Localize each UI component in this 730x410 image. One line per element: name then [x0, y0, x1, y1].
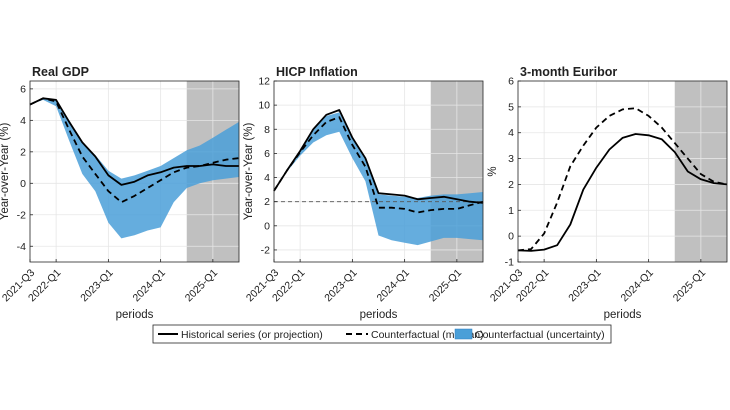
y-tick-label: -4 [17, 241, 26, 253]
y-tick-label: 5 [508, 101, 514, 113]
chart-title: Real GDP [32, 65, 89, 79]
x-axis-label: periods [604, 309, 642, 321]
chart-title: 3-month Euribor [520, 65, 617, 79]
y-tick-label: 6 [508, 76, 514, 88]
y-axis-label: % [487, 166, 499, 176]
y-tick-label: 6 [20, 83, 26, 95]
y-tick-label: 0 [264, 220, 270, 232]
y-tick-label: -2 [261, 244, 270, 256]
y-tick-label: 4 [264, 172, 270, 184]
x-tick-label: 2025-Q1 [183, 267, 220, 304]
y-tick-label: 2 [264, 196, 270, 208]
x-tick-label: 2025-Q1 [671, 267, 708, 304]
legend: Historical series (or projection) Counte… [152, 324, 612, 344]
y-axis-label: Year-over-Year (%) [0, 123, 11, 221]
historical-series-line [273, 109, 484, 204]
x-tick-label: 2025-Q1 [427, 267, 464, 304]
historical-series-line [517, 133, 728, 252]
legend-uncertainty-swatch [454, 328, 473, 340]
counterfactual-median-line [29, 97, 240, 204]
y-tick-label: 2 [20, 146, 26, 158]
axes-box [273, 80, 484, 263]
y-tick-label: 2 [508, 179, 514, 191]
axes-box [29, 80, 240, 263]
y-tick-label: -2 [17, 209, 26, 221]
y-tick-label: 8 [264, 124, 270, 136]
x-tick-label: 2024-Q1 [619, 267, 656, 304]
x-axis-label: periods [116, 309, 154, 321]
chart-title: HICP Inflation [276, 65, 358, 79]
legend-historical-label: Historical series (or projection) [181, 329, 323, 341]
y-tick-label: 1 [508, 205, 514, 217]
uncertainty-band [30, 98, 239, 239]
x-tick-label: 2023-Q1 [322, 267, 359, 304]
y-tick-label: 4 [20, 115, 26, 127]
y-axis-label: Year-over-Year (%) [243, 123, 255, 221]
y-tick-label: 0 [20, 178, 26, 190]
axes-box [517, 80, 728, 263]
y-tick-label: -1 [505, 257, 514, 269]
uncertainty-band [274, 112, 483, 246]
counterfactual-median-line [517, 107, 728, 252]
y-tick-label: 0 [508, 231, 514, 243]
legend-uncertainty-label: Counterfactual (uncertainty) [475, 329, 605, 341]
y-tick-label: 12 [258, 76, 270, 88]
x-axis-label: periods [360, 309, 398, 321]
x-tick-label: 2024-Q1 [375, 267, 412, 304]
legend-box [152, 324, 612, 344]
y-tick-label: 4 [508, 127, 514, 139]
counterfactual-median-line [273, 116, 484, 214]
panel-hicp-inflation: HICP Inflation -20246810122021-Q32022-Q1… [243, 65, 484, 321]
x-tick-label: 2023-Q1 [566, 267, 603, 304]
x-tick-label: 2023-Q1 [78, 267, 115, 304]
y-tick-label: 3 [508, 153, 514, 165]
y-tick-label: 10 [258, 100, 270, 112]
x-tick-label: 2024-Q1 [131, 267, 168, 304]
y-tick-label: 6 [264, 148, 270, 160]
